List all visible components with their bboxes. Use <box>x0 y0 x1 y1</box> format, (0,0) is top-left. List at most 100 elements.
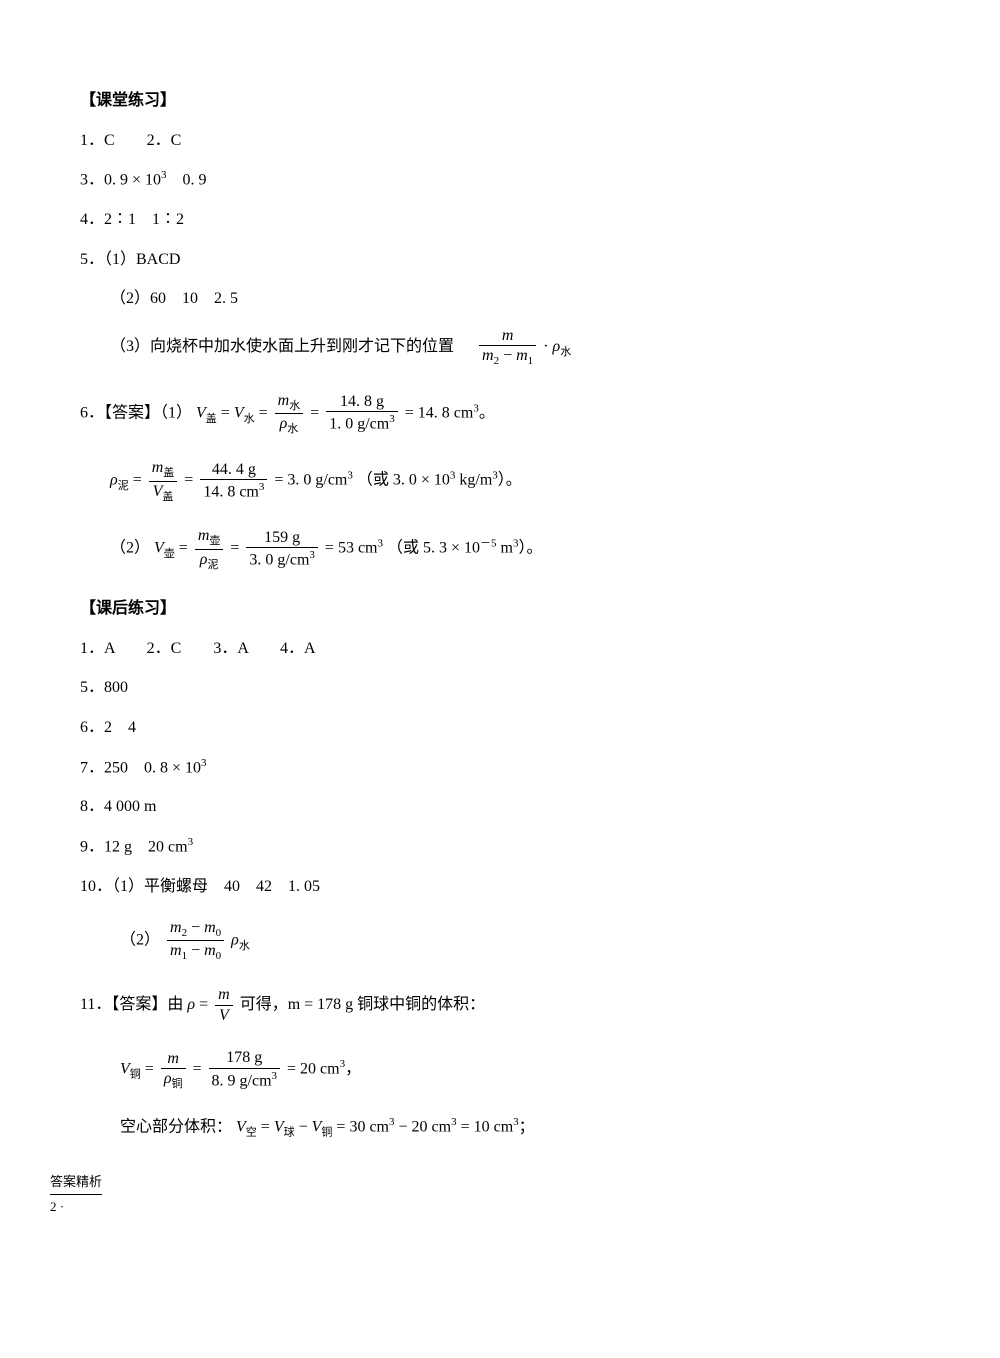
sub-1: 1 <box>528 355 534 367</box>
sub: 水 <box>239 939 250 951</box>
v-var: V <box>234 404 244 421</box>
m-var: m <box>170 942 182 959</box>
label: 11．【答案】由 <box>80 997 183 1014</box>
sub: 水 <box>244 412 255 424</box>
eq: = <box>133 472 146 489</box>
eq: = <box>193 1061 206 1078</box>
exp: 3 <box>347 470 353 482</box>
eq: = <box>310 404 323 421</box>
v-var: V <box>196 404 206 421</box>
q6-2: （2） V壶 = m壶 ρ泥 = 159 g 3. 0 g/cm3 = 53 c… <box>110 526 920 572</box>
eq: = <box>184 472 197 489</box>
sub: 壶 <box>209 535 220 547</box>
sub: 泥 <box>118 480 129 492</box>
paren: m <box>497 540 513 557</box>
q3-post: 0. 9 <box>167 172 207 189</box>
result: = 20 cm <box>287 1061 340 1078</box>
sub: 0 <box>216 950 222 962</box>
footer: 答案精析 2 · <box>50 1172 920 1218</box>
v-var: V <box>219 1007 229 1024</box>
sub-water: 水 <box>560 346 571 358</box>
minus: − <box>299 1118 312 1135</box>
paren: kg/m <box>455 472 492 489</box>
m-var: m <box>482 347 494 364</box>
m-var: m <box>198 527 210 544</box>
b-q7: 7．250 0. 8 × 103 <box>80 755 920 781</box>
section-a-title: 【课堂练习】 <box>80 88 920 114</box>
sub: 水 <box>289 400 300 412</box>
exp: 3 <box>188 836 194 848</box>
eq: = <box>199 997 212 1014</box>
sub: 铜 <box>130 1069 141 1081</box>
b-q9: 9．12 g 20 cm3 <box>80 834 920 860</box>
result: = 53 cm <box>325 540 378 557</box>
label: （2） <box>110 540 150 557</box>
rho-var: ρ <box>110 472 118 489</box>
num: 44. 4 g <box>200 460 267 480</box>
minus: − <box>499 347 516 364</box>
eq: = <box>261 1118 274 1135</box>
period: 。 <box>479 404 495 421</box>
b-q8: 8．4 000 m <box>80 794 920 820</box>
b-q11: 11．【答案】由 ρ = m V 可得，m = 178 g 铜球中铜的体积： <box>80 985 920 1026</box>
q6-eq2: ρ泥 = m盖 V盖 = 44. 4 g 14. 8 cm3 = 3. 0 g/… <box>110 458 920 504</box>
q7-pre: 7．250 0. 8 × 10 <box>80 759 201 776</box>
q4: 4．2∶1 1∶2 <box>80 207 920 233</box>
minus: − <box>187 919 204 936</box>
paren: （或 3. 0 × 10 <box>357 472 450 489</box>
eq: = <box>230 540 243 557</box>
q9-pre: 9．12 g 20 cm <box>80 838 188 855</box>
q6-1: 6．【答案】（1） V盖 = V水 = m水 ρ水 = 14. 8 g 1. 0… <box>80 391 920 437</box>
den: 3. 0 g/cm <box>249 551 309 568</box>
q6-label: 6．【答案】（1） <box>80 404 192 421</box>
q5-3-frac: m m2 − m1 <box>479 326 536 369</box>
exp: 3 <box>259 481 265 493</box>
v-var: V <box>312 1118 322 1135</box>
val: − 20 cm <box>399 1118 452 1135</box>
m-var: m <box>516 347 528 364</box>
paren: （或 5. 3 × 10 <box>387 540 480 557</box>
frac: m盖 V盖 <box>149 458 178 504</box>
m-var: m <box>170 919 182 936</box>
b-q5: 5．800 <box>80 675 920 701</box>
sub: 水 <box>287 423 298 435</box>
frac: m水 ρ水 <box>275 391 304 437</box>
m-var: m <box>152 459 164 476</box>
sub: 盖 <box>163 468 174 480</box>
frac: m2 − m0 m1 − m0 <box>167 918 224 964</box>
period: ）。 <box>518 540 542 557</box>
frac: m ρ铜 <box>161 1049 186 1092</box>
b-q11-hollow: 空心部分体积： V空 = V球 − V铜 = 30 cm3 − 20 cm3 =… <box>120 1114 920 1142</box>
m-var: m <box>204 942 216 959</box>
page-number: 2 · <box>50 1197 920 1218</box>
sub: 球 <box>284 1126 295 1138</box>
eq: = <box>179 540 192 557</box>
m-var: m <box>218 986 230 1003</box>
b-q6: 6．2 4 <box>80 715 920 741</box>
rho: ρ <box>231 931 239 948</box>
comma: ， <box>345 1061 361 1078</box>
frac: m V <box>215 985 233 1026</box>
v-var: V <box>154 540 164 557</box>
q5-3-text: （3）向烧杯中加水使水面上升到刚才记下的位置 <box>110 338 454 355</box>
val: = 10 cm <box>461 1118 514 1135</box>
rho-var: ρ <box>164 1070 172 1087</box>
den: 14. 8 cm <box>203 483 259 500</box>
period: ）。 <box>498 472 522 489</box>
v-var: V <box>236 1118 246 1135</box>
q3-pre: 3．0. 9 × 10 <box>80 172 161 189</box>
eq: = <box>145 1061 158 1078</box>
frac: m壶 ρ泥 <box>195 526 224 572</box>
section-b-title: 【课后练习】 <box>80 596 920 622</box>
exp: 3 <box>389 1116 395 1128</box>
m-var: m <box>502 327 514 344</box>
num: 178 g <box>209 1048 281 1068</box>
v-var: V <box>153 483 163 500</box>
eq: = <box>221 404 234 421</box>
sub: 壶 <box>164 548 175 560</box>
val: = 30 cm <box>336 1118 389 1135</box>
num: 14. 8 g <box>326 392 398 412</box>
dot: · <box>543 338 552 355</box>
exp: 3 <box>378 538 384 550</box>
exp: 3 <box>309 549 315 561</box>
